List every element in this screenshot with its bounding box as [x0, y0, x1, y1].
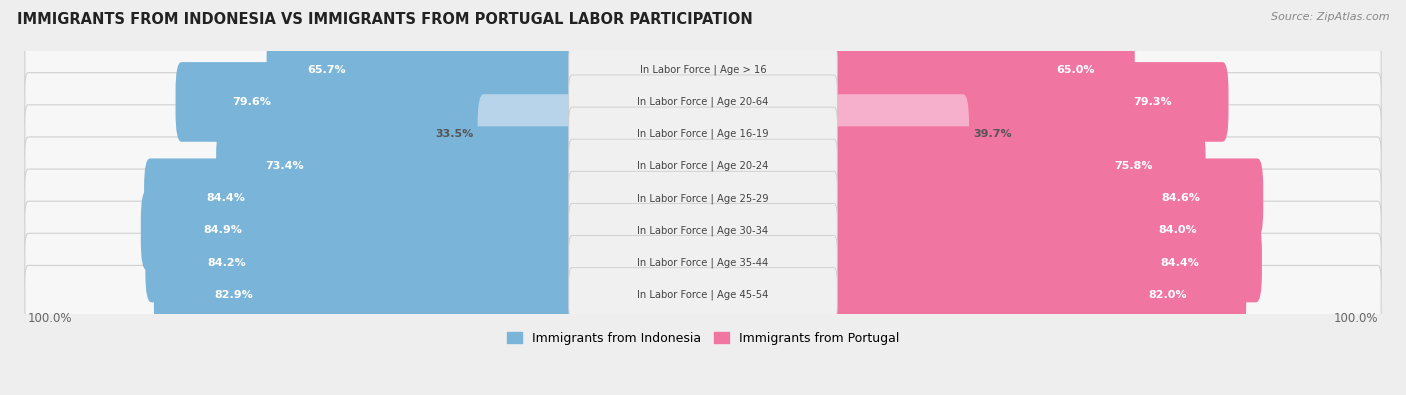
Text: In Labor Force | Age 35-44: In Labor Force | Age 35-44 [637, 257, 769, 268]
Text: 84.2%: 84.2% [208, 258, 246, 267]
FancyBboxPatch shape [568, 203, 838, 258]
Text: 84.0%: 84.0% [1159, 226, 1198, 235]
FancyBboxPatch shape [25, 169, 1381, 228]
Text: In Labor Force | Age 16-19: In Labor Force | Age 16-19 [637, 129, 769, 139]
FancyBboxPatch shape [176, 62, 578, 142]
FancyBboxPatch shape [568, 107, 838, 161]
FancyBboxPatch shape [828, 94, 969, 174]
FancyBboxPatch shape [828, 223, 1263, 302]
FancyBboxPatch shape [568, 75, 838, 129]
Text: 65.0%: 65.0% [1056, 65, 1095, 75]
FancyBboxPatch shape [141, 190, 578, 270]
Text: 33.5%: 33.5% [436, 129, 474, 139]
Text: 79.3%: 79.3% [1133, 97, 1173, 107]
Text: 84.4%: 84.4% [1160, 258, 1199, 267]
FancyBboxPatch shape [25, 201, 1381, 260]
Text: 75.8%: 75.8% [1115, 161, 1153, 171]
Text: In Labor Force | Age 45-54: In Labor Force | Age 45-54 [637, 290, 769, 300]
FancyBboxPatch shape [25, 105, 1381, 163]
FancyBboxPatch shape [828, 190, 1260, 270]
FancyBboxPatch shape [25, 137, 1381, 196]
Legend: Immigrants from Indonesia, Immigrants from Portugal: Immigrants from Indonesia, Immigrants fr… [502, 327, 904, 350]
Text: 84.4%: 84.4% [207, 193, 246, 203]
FancyBboxPatch shape [145, 223, 578, 302]
Text: 84.6%: 84.6% [1161, 193, 1201, 203]
FancyBboxPatch shape [568, 171, 838, 225]
FancyBboxPatch shape [568, 268, 838, 322]
Text: 82.0%: 82.0% [1147, 290, 1187, 300]
FancyBboxPatch shape [828, 255, 1246, 335]
Text: In Labor Force | Age 30-34: In Labor Force | Age 30-34 [637, 225, 769, 236]
FancyBboxPatch shape [143, 158, 578, 238]
Text: 100.0%: 100.0% [1333, 312, 1378, 325]
Text: Source: ZipAtlas.com: Source: ZipAtlas.com [1271, 12, 1389, 22]
Text: 84.9%: 84.9% [204, 226, 243, 235]
FancyBboxPatch shape [217, 126, 578, 206]
FancyBboxPatch shape [568, 235, 838, 290]
FancyBboxPatch shape [25, 265, 1381, 324]
FancyBboxPatch shape [267, 30, 578, 110]
Text: 79.6%: 79.6% [232, 97, 271, 107]
FancyBboxPatch shape [25, 233, 1381, 292]
FancyBboxPatch shape [153, 255, 578, 335]
FancyBboxPatch shape [828, 30, 1135, 110]
FancyBboxPatch shape [828, 126, 1205, 206]
FancyBboxPatch shape [828, 158, 1263, 238]
Text: 39.7%: 39.7% [973, 129, 1011, 139]
FancyBboxPatch shape [828, 62, 1229, 142]
FancyBboxPatch shape [568, 139, 838, 193]
Text: IMMIGRANTS FROM INDONESIA VS IMMIGRANTS FROM PORTUGAL LABOR PARTICIPATION: IMMIGRANTS FROM INDONESIA VS IMMIGRANTS … [17, 12, 752, 27]
FancyBboxPatch shape [568, 43, 838, 97]
FancyBboxPatch shape [25, 41, 1381, 99]
Text: In Labor Force | Age 25-29: In Labor Force | Age 25-29 [637, 193, 769, 203]
FancyBboxPatch shape [25, 73, 1381, 131]
Text: 73.4%: 73.4% [266, 161, 304, 171]
Text: 65.7%: 65.7% [307, 65, 346, 75]
Text: 100.0%: 100.0% [28, 312, 73, 325]
Text: 82.9%: 82.9% [215, 290, 253, 300]
Text: In Labor Force | Age 20-24: In Labor Force | Age 20-24 [637, 161, 769, 171]
Text: In Labor Force | Age 20-64: In Labor Force | Age 20-64 [637, 97, 769, 107]
FancyBboxPatch shape [478, 94, 578, 174]
Text: In Labor Force | Age > 16: In Labor Force | Age > 16 [640, 64, 766, 75]
